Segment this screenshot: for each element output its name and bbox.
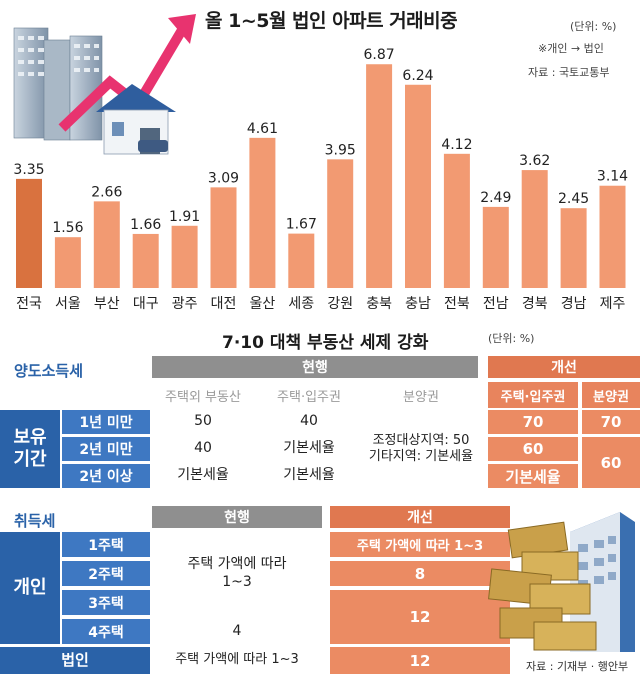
category-label: 전남 [483,296,509,312]
bar-울산 [249,137,276,288]
chart-title: 올 1~5월 법인 아파트 거래비중 [205,10,458,32]
bar-충남 [405,84,431,288]
buildings-illustration-icon [13,27,103,141]
value-label: 3.09 [208,170,239,186]
acq-improved-corp: 12 [330,647,510,674]
bar-대구 [132,233,159,288]
col-housing-rights: 주택·입주권 [258,382,360,408]
category-label: 경북 [522,296,548,312]
acq-current-4: 4 [152,619,322,644]
acquisition-tax-section-title: 취득세 [14,512,56,530]
row-under-2y: 2년 미만 [62,437,150,461]
acq-current-header: 현행 [152,506,322,528]
category-label: 전북 [444,296,470,312]
bar-전북 [443,153,470,288]
value-label: 2.49 [480,190,511,206]
bar-세종 [288,233,315,288]
holding-period-label: 보유 기간 [0,410,60,488]
bar-경북 [521,170,548,288]
cell-over2y-improved-housing: 기본세율 [488,464,578,488]
value-label: 1.66 [130,217,161,233]
category-label: 대구 [133,296,159,312]
chart-source: 자료 : 국토교통부 [528,66,610,79]
col-non-housing: 주택외 부동산 [152,382,254,408]
table-title: 7·10 대책 부동산 세제 강화 [222,333,429,353]
value-label: 6.24 [402,68,433,84]
category-label: 강원 [327,296,353,312]
cell-under2y-nonhousing: 40 [152,437,254,461]
category-label: 광주 [172,296,198,312]
cell-over2y-nonhousing: 기본세율 [152,464,254,488]
bar-경남 [560,208,587,288]
category-label: 부산 [94,296,120,312]
bar-전국 [16,178,42,288]
col-presale-rights: 분양권 [364,382,478,408]
cell-over1y-improved-presale: 60 [582,437,640,488]
bar-부산 [93,201,120,288]
row-over-2y: 2년 이상 [62,464,150,488]
category-label: 제주 [600,296,626,312]
value-label: 3.95 [325,142,356,158]
value-label: 2.66 [91,184,122,200]
category-label: 경남 [561,296,587,312]
value-label: 2.45 [558,191,589,207]
transfer-improved-header: 개선 [488,356,640,378]
bar-전남 [482,206,509,288]
value-label: 1.56 [52,220,83,236]
row-3-house: 3주택 [62,590,150,615]
row-2-house: 2주택 [62,561,150,586]
value-label: 3.14 [597,169,628,185]
bar-chart: 3.35 1.56 2.66 1.66 1.91 3.09 4.61 1.67 3.95 6.87… [13,14,628,312]
value-label: 3.35 [13,162,44,178]
transfer-current-header: 현행 [152,356,478,378]
cell-over2y-housing: 기본세율 [258,464,360,488]
row-4-house: 4주택 [62,619,150,644]
value-label: 1.91 [169,209,200,225]
row-under-1y: 1년 미만 [62,410,150,434]
chart-unit: (단위: %) [570,20,617,33]
acq-improved-2: 8 [330,561,510,586]
category-label: 서울 [55,296,81,312]
category-label: 충남 [405,296,431,312]
cell-under1y-improved-presale: 70 [582,410,640,434]
transfer-tax-section-title: 양도소득세 [14,362,84,380]
value-label: 4.61 [247,121,278,137]
house-icon [96,84,176,155]
cell-under2y-improved-housing: 60 [488,437,578,461]
value-label: 1.67 [286,217,317,233]
individual-label: 개인 [0,532,60,644]
bar-강원 [327,159,354,288]
value-label: 4.12 [441,137,472,153]
bar-서울 [54,237,81,288]
bar-대전 [210,187,237,288]
acq-improved-3-4: 12 [330,590,510,644]
cell-presale-current: 조정대상지역: 50 기타지역: 기본세율 [364,410,478,488]
category-label: 전국 [16,296,42,312]
cell-under1y-nonhousing: 50 [152,410,254,434]
row-1-house: 1주택 [62,532,150,557]
value-label: 6.87 [364,47,395,63]
bar-충북 [366,64,393,288]
cell-under1y-housing: 40 [258,410,360,434]
category-label: 세종 [288,296,314,312]
acq-current-1to3: 주택 가액에 따라 1~3 [152,532,322,615]
bar-광주 [171,225,198,288]
bar-제주 [599,185,626,288]
acq-improved-header: 개선 [330,506,510,528]
chart-note: ※개인 → 법인 [538,42,604,55]
cell-under1y-improved-housing: 70 [488,410,578,434]
category-label: 대전 [211,296,237,312]
col-improved-housing: 주택·입주권 [488,382,578,408]
money-building-illustration-icon [488,512,635,652]
cell-under2y-housing: 기본세율 [258,437,360,461]
acq-current-corp: 주택 가액에 따라 1~3 [152,647,322,674]
table-source: 자료 : 기재부 · 행안부 [524,658,631,674]
col-improved-presale: 분양권 [582,382,640,408]
table-unit: (단위: %) [488,332,535,345]
value-label: 3.62 [519,153,550,169]
row-corporation: 법인 [0,647,150,674]
category-label: 울산 [250,296,276,312]
acq-improved-1: 주택 가액에 따라 1~3 [330,532,510,557]
category-label: 충북 [366,296,392,312]
